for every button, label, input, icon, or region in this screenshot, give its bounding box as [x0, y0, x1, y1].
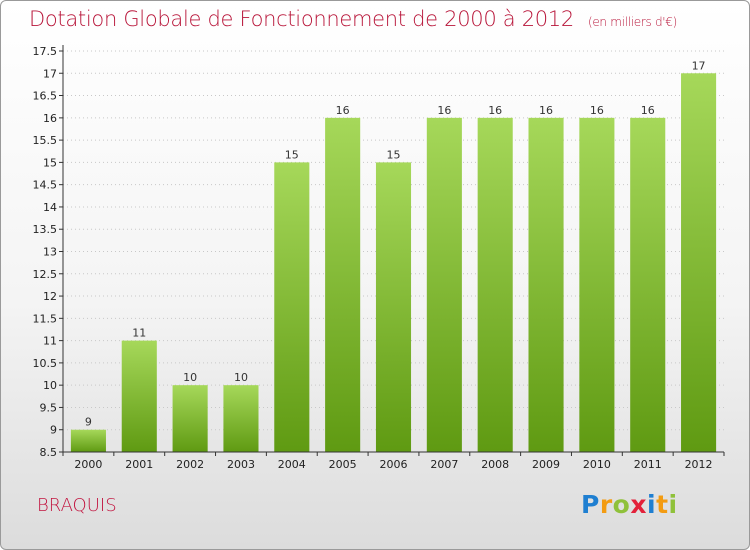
x-tick-label: 2009 — [532, 458, 560, 471]
logo-letter: r — [599, 490, 613, 519]
bar — [426, 117, 462, 452]
bar — [477, 117, 513, 452]
logo-letter: i — [668, 490, 678, 519]
bar — [579, 117, 615, 452]
x-tick-label: 2011 — [634, 458, 662, 471]
y-tick-label: 17 — [43, 67, 57, 80]
chart-title-text: Dotation Globale de Fonctionnement de 20… — [29, 7, 574, 31]
y-tick-label: 16.5 — [33, 90, 58, 103]
y-tick-label: 13 — [43, 246, 57, 259]
y-tick-label: 10 — [43, 379, 57, 392]
data-label: 15 — [285, 148, 299, 161]
bar — [528, 117, 564, 452]
logo-letter: i — [647, 490, 657, 519]
data-label: 9 — [85, 416, 92, 429]
y-tick-label: 12 — [43, 290, 57, 303]
y-tick-label: 16 — [43, 112, 57, 125]
data-label: 15 — [387, 148, 401, 161]
data-label: 16 — [488, 104, 502, 117]
y-tick-label: 11.5 — [33, 312, 58, 325]
y-tick-label: 11 — [43, 335, 57, 348]
x-tick-label: 2002 — [176, 458, 204, 471]
bars: 9 11 10 10 15 16 15 16 16 16 16 16 17 — [70, 59, 717, 453]
y-tick-label: 12.5 — [33, 268, 58, 281]
logo-letter: x — [630, 490, 647, 519]
bar — [375, 162, 412, 452]
x-tick-label: 2006 — [380, 458, 408, 471]
y-tick-label: 8.5 — [40, 446, 58, 459]
data-label: 11 — [132, 327, 146, 340]
data-label: 16 — [437, 104, 451, 117]
bar — [630, 117, 666, 452]
chart-unit: (en milliers d'€) — [587, 15, 677, 29]
data-label: 10 — [234, 371, 248, 384]
y-tick-label: 9.5 — [40, 401, 58, 414]
bar — [70, 429, 106, 452]
data-label: 16 — [336, 104, 350, 117]
x-tick-label: 2008 — [481, 458, 509, 471]
y-tick-label: 14 — [43, 201, 57, 214]
bar — [172, 385, 208, 452]
y-tick-label: 13.5 — [33, 223, 58, 236]
logo-letter: t — [656, 490, 669, 519]
commune-name: BRAQUIS — [37, 495, 117, 516]
logo-letter: o — [612, 490, 631, 519]
x-tick-label: 2003 — [227, 458, 255, 471]
axes: 8.5 9 9.5 10 10.5 11 11.5 12 12.5 13 13.5 14 14.5 15 1… — [33, 45, 725, 471]
x-tick-label: 2000 — [74, 458, 102, 471]
y-tick-label: 17.5 — [33, 45, 58, 58]
y-tick-label: 10.5 — [33, 357, 58, 370]
x-tick-label: 2001 — [125, 458, 153, 471]
bar — [121, 340, 157, 452]
y-tick-label: 14.5 — [33, 179, 58, 192]
bar — [223, 385, 259, 452]
x-tick-label: 2007 — [430, 458, 458, 471]
data-label: 16 — [590, 104, 604, 117]
y-tick-label: 15.5 — [33, 134, 58, 147]
bar — [681, 73, 717, 453]
x-tick-label: 2010 — [583, 458, 611, 471]
x-tick-label: 2004 — [278, 458, 306, 471]
x-tick-label: 2005 — [329, 458, 357, 471]
x-tick-label: 2012 — [685, 458, 713, 471]
logo-letter: P — [581, 490, 600, 519]
data-label: 17 — [692, 59, 706, 72]
chart-title: Dotation Globale de Fonctionnement de 20… — [29, 7, 677, 31]
y-tick-label: 15 — [43, 156, 57, 169]
y-tick-label: 9 — [50, 424, 57, 437]
data-label: 16 — [641, 104, 655, 117]
data-label: 16 — [539, 104, 553, 117]
bar — [274, 162, 310, 452]
proxiti-logo: Proxiti — [581, 490, 678, 519]
bar — [325, 117, 361, 452]
data-label: 10 — [183, 371, 197, 384]
